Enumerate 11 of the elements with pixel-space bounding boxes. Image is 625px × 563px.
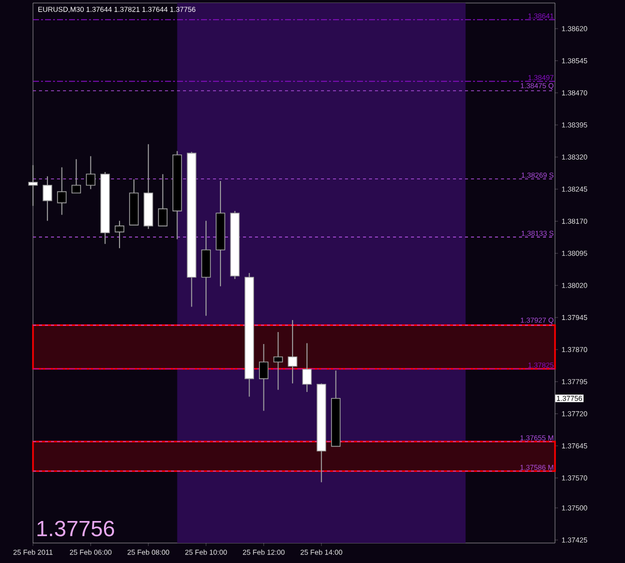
candlestick [302,342,312,392]
candlestick [57,166,67,216]
candlestick [86,156,96,190]
candlestick [42,176,52,222]
candlestick [114,220,124,249]
candlestick [288,320,298,384]
candlestick [158,174,168,226]
candlestick [273,332,283,390]
candlestick [72,158,81,194]
annotation: 1.37756 [37,520,114,536]
candlestick [258,344,268,412]
